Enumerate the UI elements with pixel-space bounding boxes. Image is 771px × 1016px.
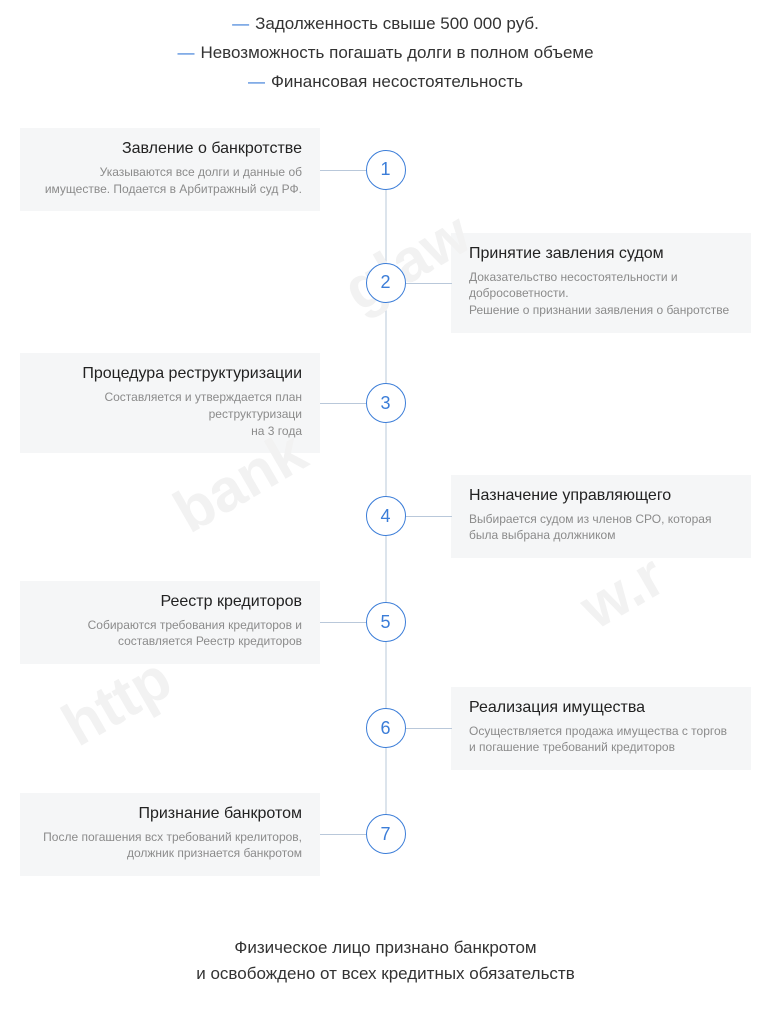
dash-icon: — (177, 43, 194, 62)
step-description: Доказательство несостоятельности и добро… (469, 269, 733, 319)
connector-line (406, 516, 452, 517)
step-title: Реестр кредиторов (38, 593, 302, 611)
step-number-wrap: 5 (366, 602, 406, 642)
step-number: 1 (366, 150, 406, 190)
dash-icon: — (232, 14, 249, 33)
connector-line (320, 403, 366, 404)
step-number-wrap: 7 (366, 814, 406, 854)
step-description: Составляется и утверждается план реструк… (38, 389, 302, 439)
flow-step: Принятие завления судом Доказательство не… (20, 233, 751, 333)
criteria-header: — Задолженность свыше 500 000 руб. — Невоз… (20, 10, 751, 97)
step-title: Назначение управляющего (469, 487, 733, 505)
step-title: Признание банкротом (38, 805, 302, 823)
connector-line (406, 728, 452, 729)
step-number: 2 (366, 263, 406, 303)
criteria-line: — Задолженность свыше 500 000 руб. (20, 10, 751, 39)
flow-step: Процедура реструктуризации Составляется и… (20, 353, 751, 453)
flowchart: Завление о банкротстве Указываются все до… (20, 127, 751, 908)
criteria-text: Задолженность свыше 500 000 руб. (255, 14, 539, 33)
step-number: 3 (366, 383, 406, 423)
conclusion: Физическое лицо признано банкротом и осв… (20, 935, 751, 986)
connector-line (320, 834, 366, 835)
step-title: Реализация имущества (469, 699, 733, 717)
step-description: Выбирается судом из членов СРО, которая … (469, 511, 733, 545)
criteria-line: — Финансовая несостоятельность (20, 68, 751, 97)
flow-step: Завление о банкротстве Указываются все до… (20, 127, 751, 213)
step-card: Завление о банкротстве Указываются все до… (20, 128, 320, 212)
step-number-wrap: 6 (366, 708, 406, 748)
connector-line (320, 170, 366, 171)
step-card: Назначение управляющего Выбирается судом … (451, 475, 751, 559)
flow-step: Реестр кредиторов Собираются требования к… (20, 579, 751, 665)
criteria-text: Невозможность погашать долги в полном об… (200, 43, 593, 62)
conclusion-line1: Физическое лицо признано банкротом (20, 935, 751, 961)
step-title: Принятие завления судом (469, 245, 733, 263)
criteria-line: — Невозможность погашать долги в полном о… (20, 39, 751, 68)
step-card: Принятие завления судом Доказательство не… (451, 233, 751, 333)
conclusion-line2: и освобождено от всех кредитных обязател… (20, 961, 751, 987)
step-number: 5 (366, 602, 406, 642)
step-card: Признание банкротом После погашения всх т… (20, 793, 320, 877)
step-number: 4 (366, 496, 406, 536)
connector-line (406, 283, 452, 284)
step-number: 6 (366, 708, 406, 748)
connector-line (320, 622, 366, 623)
step-card: Реализация имущества Осуществляется прода… (451, 687, 751, 771)
step-description: После погашения всх требований крелиторо… (38, 829, 302, 863)
step-description: Собираются требования кредиторов и соста… (38, 617, 302, 651)
step-title: Завление о банкротстве (38, 140, 302, 158)
criteria-text: Финансовая несостоятельность (271, 72, 523, 91)
step-description: Указываются все долги и данные об имущес… (38, 164, 302, 198)
flow-step: Реализация имущества Осуществляется прода… (20, 685, 751, 771)
step-number-wrap: 1 (366, 150, 406, 190)
step-number: 7 (366, 814, 406, 854)
dash-icon: — (248, 72, 265, 91)
flow-step: Признание банкротом После погашения всх т… (20, 791, 751, 877)
step-number-wrap: 3 (366, 383, 406, 423)
step-description: Осуществляется продажа имущества с торго… (469, 723, 733, 757)
step-card: Процедура реструктуризации Составляется и… (20, 353, 320, 453)
step-number-wrap: 4 (366, 496, 406, 536)
step-title: Процедура реструктуризации (38, 365, 302, 383)
step-card: Реестр кредиторов Собираются требования к… (20, 581, 320, 665)
step-number-wrap: 2 (366, 263, 406, 303)
flow-step: Назначение управляющего Выбирается судом … (20, 473, 751, 559)
